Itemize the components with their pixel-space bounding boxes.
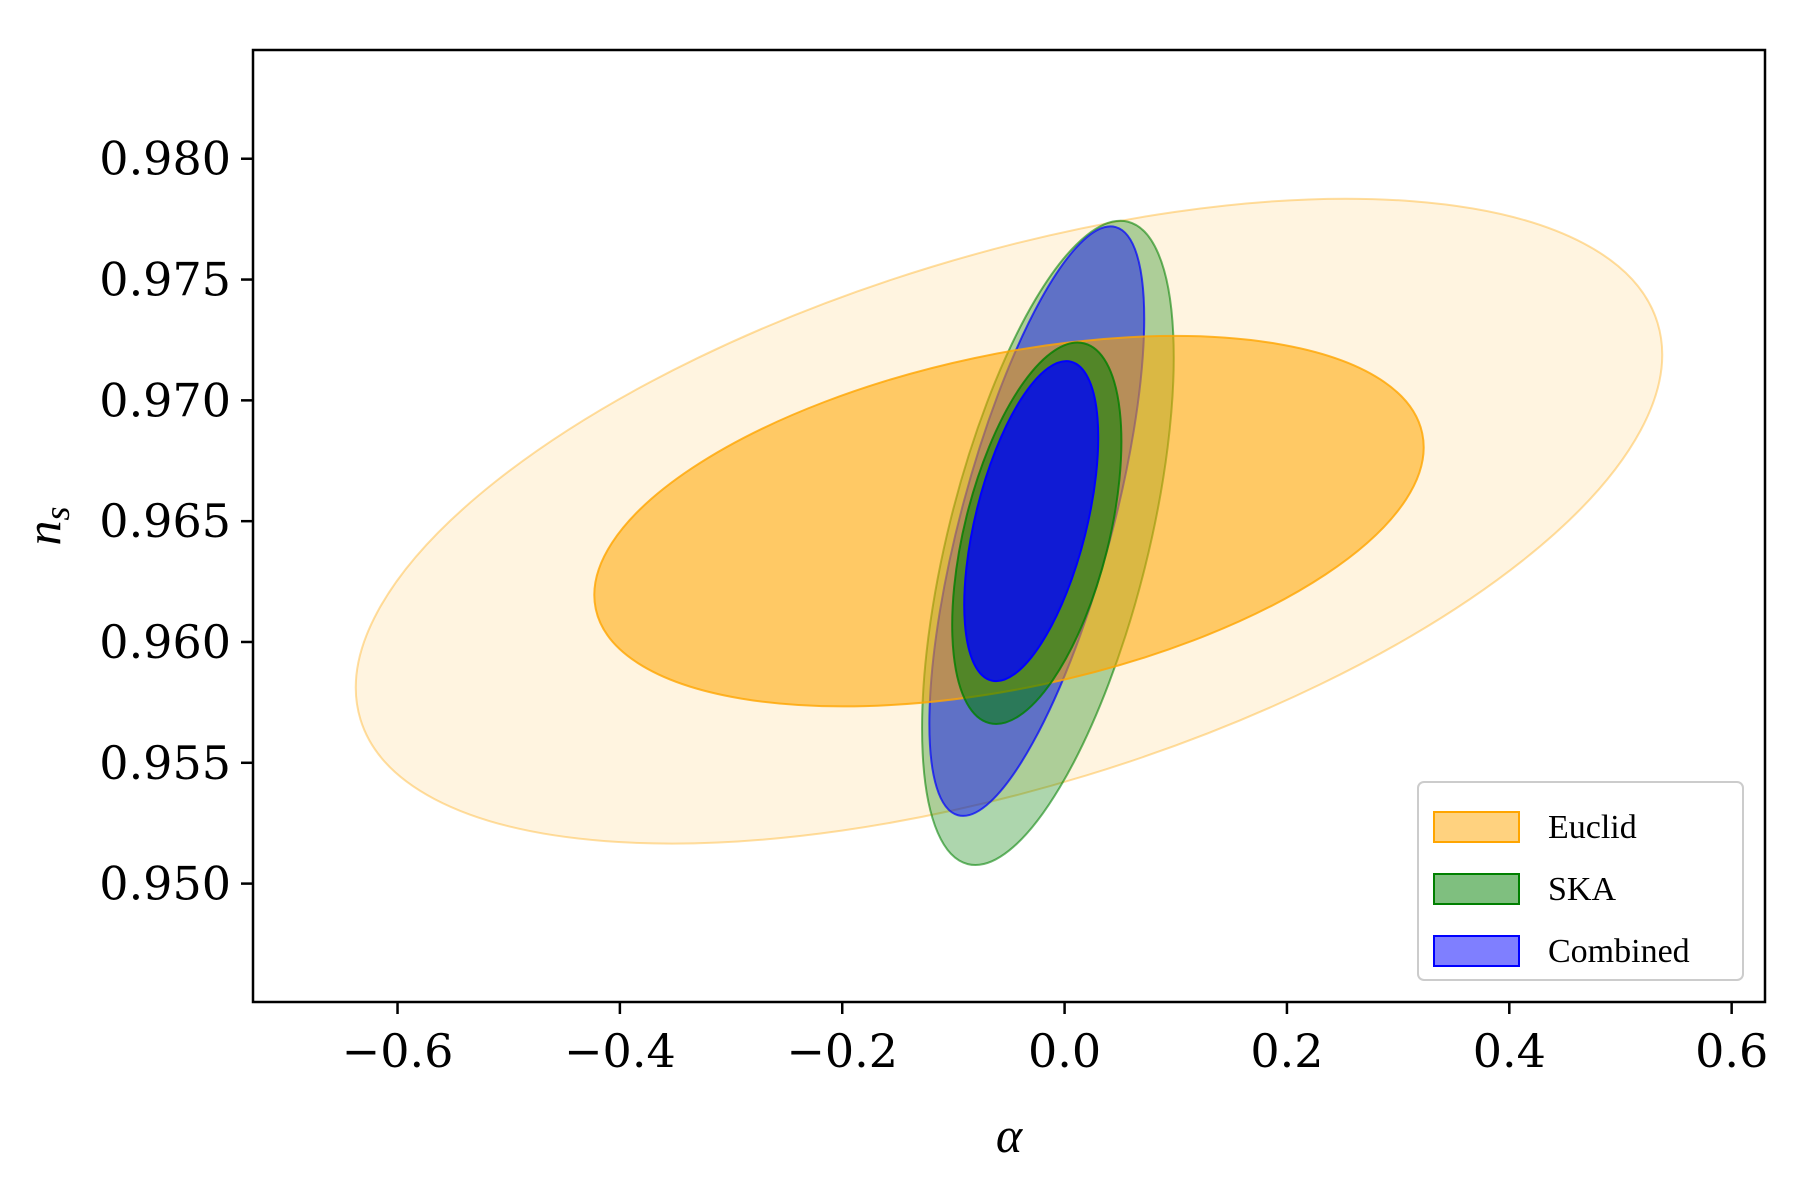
x-tick-label: −0.2 [786,1024,898,1078]
y-tick-label: 0.950 [99,857,231,911]
contour-layer [354,197,1664,867]
x-tick-label: 0.4 [1473,1024,1546,1078]
legend-swatch-ska [1433,873,1520,905]
y-tick-label: 0.975 [99,253,231,307]
y-axis-label: ns [15,506,77,545]
y-tick-label: 0.970 [99,373,231,427]
x-tick-label: 0.0 [1028,1024,1101,1078]
legend: Euclid SKA Combined [1417,781,1744,981]
x-tick-label: −0.4 [564,1024,676,1078]
x-axis-label: α [996,1107,1024,1163]
y-tick-label: 0.960 [99,615,231,669]
y-tick-label: 0.955 [99,736,231,790]
legend-swatch-euclid [1433,811,1520,843]
y-axis-label-subscript: s [37,506,77,520]
x-axis: −0.6 −0.4 −0.2 0.0 0.2 0.4 0.6 [342,1002,1768,1078]
y-tick-label: 0.980 [99,132,231,186]
y-tick-label: 0.965 [99,494,231,548]
y-axis: 0.950 0.955 0.960 0.965 0.970 0.975 0.980 [99,132,253,911]
x-tick-label: 0.2 [1250,1024,1323,1078]
x-tick-label: −0.6 [342,1024,454,1078]
y-axis-label-main: n [15,521,71,546]
legend-label-ska: SKA [1548,871,1616,908]
x-tick-label: 0.6 [1695,1024,1768,1078]
legend-swatch-combined [1433,935,1520,967]
contour-combined-1-sigma [963,360,1100,683]
plot-frame [251,48,1767,1004]
legend-label-euclid: Euclid [1548,809,1637,846]
legend-label-combined: Combined [1548,933,1690,970]
